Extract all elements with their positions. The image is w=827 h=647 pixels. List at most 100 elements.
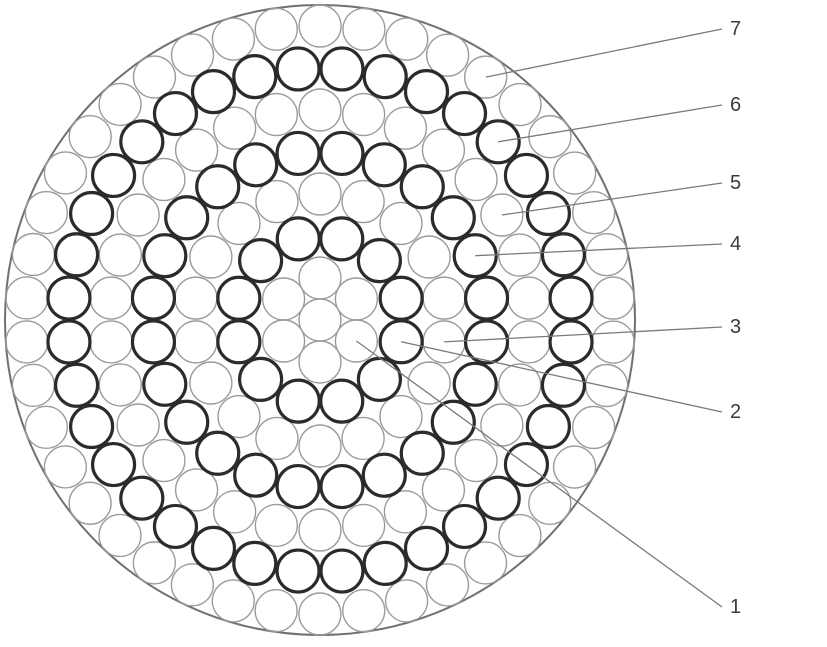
- strand-ring-6: [550, 321, 592, 363]
- strand-ring-6: [154, 505, 196, 547]
- strand-ring-5: [90, 321, 132, 363]
- strand-ring-7: [573, 406, 615, 448]
- callout-label-1: 1: [730, 596, 741, 619]
- strand-ring-4: [235, 454, 277, 496]
- strand-ring-2: [277, 380, 319, 422]
- callout-label-6: 6: [730, 94, 741, 117]
- strand-ring-3: [380, 202, 422, 244]
- strand-ring-7: [299, 593, 341, 635]
- strand-ring-4: [277, 132, 319, 174]
- strand-ring-6: [234, 542, 276, 584]
- strand-ring-2: [321, 380, 363, 422]
- strand-ring-4: [197, 432, 239, 474]
- strand-ring-5: [176, 469, 218, 511]
- strand-ring-7: [554, 152, 596, 194]
- leader-line-7: [486, 29, 722, 77]
- strand-ring-6: [56, 234, 98, 276]
- strand-ring-3: [218, 202, 260, 244]
- strand-ring-7: [386, 580, 428, 622]
- strand-ring-7: [427, 564, 469, 606]
- strand-ring-7: [212, 18, 254, 60]
- strand-ring-6: [477, 121, 519, 163]
- strand-ring-4: [132, 277, 174, 319]
- strand-ring-6: [277, 550, 319, 592]
- strand-ring-5: [255, 94, 297, 136]
- strand-ring-7: [592, 277, 634, 319]
- strand-ring-7: [255, 8, 297, 50]
- strand-ring-7: [212, 580, 254, 622]
- strand-ring-3: [380, 396, 422, 438]
- strand-ring-3: [190, 236, 232, 278]
- strand-ring-7: [299, 5, 341, 47]
- strand-ring-5: [455, 440, 497, 482]
- strand-ring-6: [121, 121, 163, 163]
- strand-ring-6: [71, 193, 113, 235]
- strand-ring-3: [423, 277, 465, 319]
- strand-ring-7: [69, 116, 111, 158]
- strand-ring-3: [256, 417, 298, 459]
- strand-ring-6: [48, 277, 90, 319]
- strand-ring-5: [422, 469, 464, 511]
- strand-ring-7: [529, 116, 571, 158]
- strand-ring-6: [364, 542, 406, 584]
- strand-ring-6: [56, 364, 98, 406]
- strand-ring-7: [427, 34, 469, 76]
- strand-ring-7: [133, 56, 175, 98]
- strand-ring-1: [335, 320, 377, 362]
- strand-ring-7: [133, 542, 175, 584]
- strand-ring-7: [25, 192, 67, 234]
- strand-ring-5: [214, 491, 256, 533]
- strand-ring-4: [363, 454, 405, 496]
- strand-ring-4: [363, 144, 405, 186]
- strand-ring-3: [299, 425, 341, 467]
- strand-ring-6: [71, 406, 113, 448]
- strand-ring-7: [171, 564, 213, 606]
- strand-ring-4: [144, 235, 186, 277]
- strand-ring-4: [466, 277, 508, 319]
- strand-ring-4: [401, 166, 443, 208]
- strand-ring-4: [454, 363, 496, 405]
- strand-ring-5: [384, 491, 426, 533]
- strand-ring-5: [99, 364, 141, 406]
- strand-ring-6: [550, 277, 592, 319]
- strand-ring-5: [117, 194, 159, 236]
- strand-ring-3: [190, 362, 232, 404]
- strand-ring-2: [358, 358, 400, 400]
- strand-ring-7: [12, 364, 54, 406]
- callout-label-5: 5: [730, 172, 741, 195]
- strand-ring-4: [166, 197, 208, 239]
- strand-ring-3: [423, 321, 465, 363]
- strand-ring-5: [143, 440, 185, 482]
- strand-ring-4: [144, 363, 186, 405]
- strand-ring-1: [263, 278, 305, 320]
- strand-ring-6: [93, 444, 135, 486]
- strand-ring-3: [342, 181, 384, 223]
- strand-ring-6: [444, 505, 486, 547]
- strand-ring-7: [465, 542, 507, 584]
- strand-ring-6: [444, 93, 486, 135]
- strand-ring-6: [93, 154, 135, 196]
- strand-ring-6: [121, 477, 163, 519]
- strand-ring-7: [499, 515, 541, 557]
- strand-ring-2: [218, 321, 260, 363]
- strand-ring-5: [143, 158, 185, 200]
- leader-line-3: [444, 327, 722, 342]
- strand-ring-5: [481, 194, 523, 236]
- strand-ring-5: [343, 94, 385, 136]
- strand-ring-7: [465, 56, 507, 98]
- strand-ring-4: [197, 166, 239, 208]
- strand-ring-5: [299, 89, 341, 131]
- strand-ring-2: [321, 218, 363, 260]
- leader-line-6: [498, 105, 722, 142]
- strand-ring-3: [408, 236, 450, 278]
- strand-ring-4: [277, 466, 319, 508]
- strand-ring-4: [321, 466, 363, 508]
- strand-ring-2: [218, 277, 260, 319]
- strand-ring-5: [508, 321, 550, 363]
- strand-ring-5: [90, 277, 132, 319]
- strand-ring-5: [508, 277, 550, 319]
- strand-ring-2: [240, 240, 282, 282]
- strand-ring-5: [117, 404, 159, 446]
- strand-ring-4: [321, 132, 363, 174]
- strand-ring-4: [166, 401, 208, 443]
